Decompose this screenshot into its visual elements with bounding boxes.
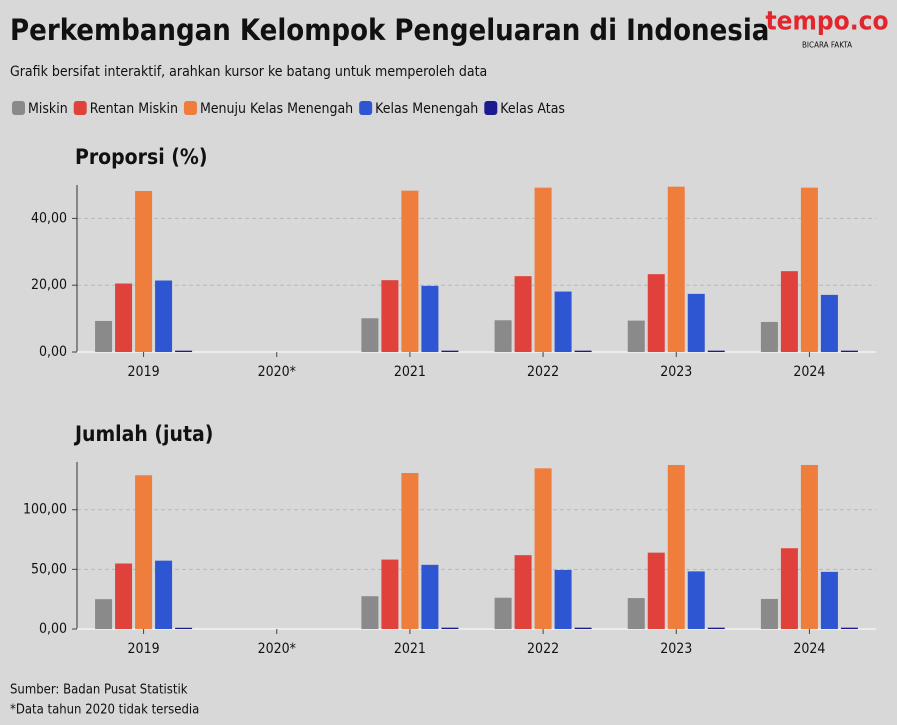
bar [175,627,193,629]
bar [840,627,858,629]
bar [401,190,419,352]
bar [707,350,725,352]
legend-label: Menuju Kelas Menengah [200,101,353,117]
bar [135,475,153,629]
x-tick-label: 2019 [128,641,160,657]
bar [780,271,798,352]
legend-label: Kelas Menengah [375,101,478,117]
y-tick-label: 0,00 [39,344,67,360]
bar [514,555,532,629]
note: *Data tahun 2020 tidak tersedia [10,703,199,718]
legend-swatch [359,101,373,115]
bar [687,293,705,352]
y-tick-label: 20,00 [31,277,67,293]
bar [554,569,572,629]
legend-label: Miskin [28,101,68,117]
bar [421,285,439,352]
source: Sumber: Badan Pusat Statistik [10,683,188,698]
bar [381,559,399,629]
bar [800,464,818,629]
bar [361,318,379,352]
bar [760,598,778,629]
bar [135,191,153,352]
y-tick-label: 100,00 [23,502,67,518]
bar [627,320,645,352]
bar [115,283,133,352]
bar [494,320,512,352]
logo-tagline: BICARA FAKTA [802,41,852,50]
bar [534,187,552,352]
y-tick-label: 0,00 [39,621,67,637]
x-tick-label: 2021 [394,364,426,380]
bar [534,468,552,629]
legend-label: Rentan Miskin [90,101,178,117]
page-subtitle: Grafik bersifat interaktif, arahkan kurs… [10,64,487,80]
bar [381,280,399,352]
bar [441,627,459,629]
x-tick-label: 2020* [258,641,296,657]
x-tick-label: 2019 [128,364,160,380]
x-tick-label: 2024 [793,364,825,380]
bar [840,350,858,352]
bar [820,294,838,352]
bar [574,350,592,352]
bar [707,627,725,629]
legend-swatch [183,101,197,115]
bar [155,280,173,352]
x-tick-label: 2021 [394,641,426,657]
page-title: Perkembangan Kelompok Pengeluaran di Ind… [10,13,769,47]
bar [780,548,798,629]
legend-swatch [12,101,25,115]
chart-title: Jumlah (juta) [73,422,213,446]
bar [514,276,532,352]
bar [760,321,778,352]
legend-swatch [73,101,87,115]
bar [441,350,459,352]
bar [155,560,173,629]
legend-label: Kelas Atas [500,101,565,117]
bar [647,552,665,629]
y-tick-label: 50,00 [31,561,67,577]
x-tick-label: 2023 [660,364,692,380]
x-tick-label: 2022 [527,641,559,657]
y-tick-label: 40,00 [31,210,67,226]
bar [820,571,838,629]
x-tick-label: 2023 [660,641,692,657]
bar [115,563,133,629]
bar [494,597,512,629]
x-tick-label: 2020* [258,364,296,380]
bar [401,472,419,629]
bar [647,274,665,352]
bar [554,291,572,352]
bar [574,627,592,629]
bar [800,187,818,352]
x-tick-label: 2024 [793,641,825,657]
bar [667,464,685,629]
bar [95,320,113,352]
legend-swatch [484,101,498,115]
bar [175,350,193,352]
bar [687,571,705,629]
bar [361,596,379,629]
x-tick-label: 2022 [527,364,559,380]
bar [627,598,645,629]
bar [667,186,685,352]
logo: tempo.co [765,7,888,37]
chart-title: Proporsi (%) [75,145,207,169]
bar [421,564,439,629]
bar [95,599,113,629]
